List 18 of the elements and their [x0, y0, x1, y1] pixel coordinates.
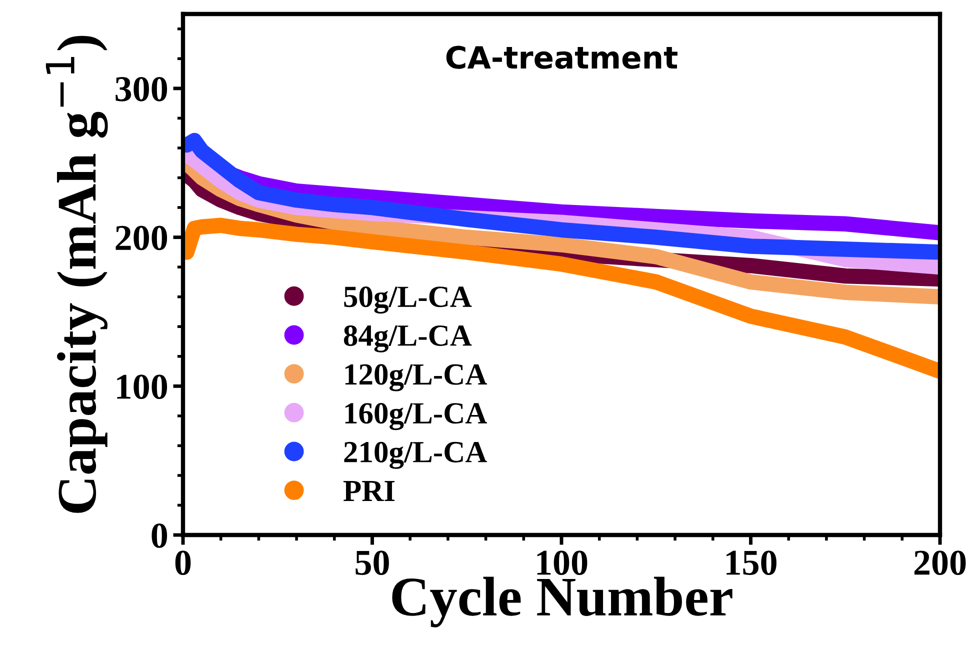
x-tick-label: 50	[356, 550, 389, 575]
legend-label: 120g/L-CA	[345, 364, 487, 392]
x-tick-label: 0	[175, 550, 191, 575]
y-tick-label: 300	[116, 76, 168, 102]
legend-label: 50g/L-CA	[344, 286, 472, 314]
y-tick-label: 100	[117, 374, 168, 400]
x-tick-label: 150	[726, 550, 776, 575]
legend-label: 84g/L-CA	[344, 325, 472, 352]
x-tick-label: 200	[914, 550, 966, 575]
x-axis-title: Cycle Number	[392, 576, 732, 628]
y-tick-label: 0	[152, 524, 168, 548]
text: CA-treatment	[446, 46, 678, 69]
y-axis-title: Capacity (mAh g$^{−1}$)	[46, 36, 108, 513]
legend-label: PRI	[343, 480, 395, 501]
y-tick-label: 200	[116, 226, 168, 250]
legend-label: 210g/L-CA	[344, 442, 487, 469]
x-tick-label: 100	[537, 550, 588, 575]
legend-label: 160g/L-CA	[345, 403, 487, 430]
